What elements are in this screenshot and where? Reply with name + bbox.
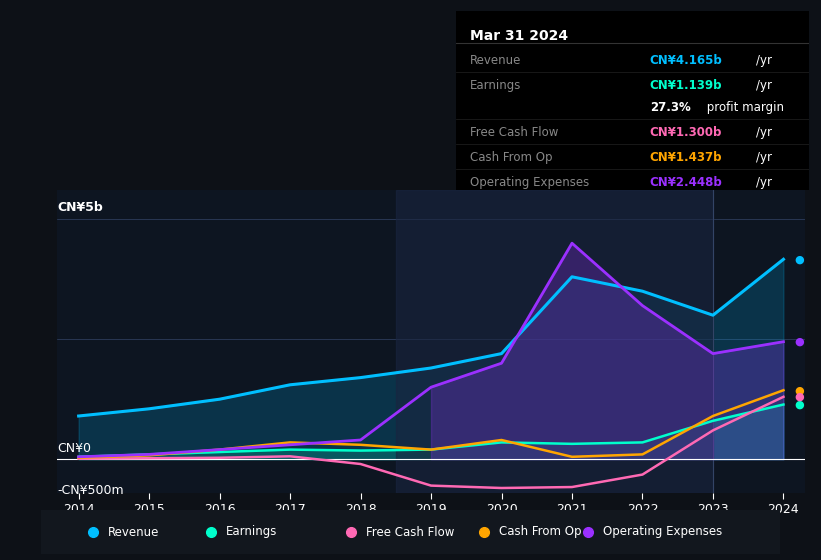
Text: CN¥4.165b: CN¥4.165b	[650, 54, 722, 67]
Text: Free Cash Flow: Free Cash Flow	[366, 525, 455, 539]
Text: Free Cash Flow: Free Cash Flow	[470, 126, 558, 139]
Text: /yr: /yr	[756, 54, 772, 67]
Text: CN¥5b: CN¥5b	[57, 202, 103, 214]
Text: Mar 31 2024: Mar 31 2024	[470, 29, 568, 43]
Text: ●: ●	[794, 254, 804, 264]
Text: Earnings: Earnings	[226, 525, 277, 539]
Text: profit margin: profit margin	[703, 101, 784, 114]
Bar	[396, 190, 713, 493]
Text: CN¥1.437b: CN¥1.437b	[650, 151, 722, 164]
Text: /yr: /yr	[756, 176, 772, 189]
Text: CN¥0: CN¥0	[57, 442, 91, 455]
Text: /yr: /yr	[756, 80, 772, 92]
Text: -CN¥500m: -CN¥500m	[57, 484, 124, 497]
Text: Revenue: Revenue	[470, 54, 521, 67]
Text: CN¥1.300b: CN¥1.300b	[650, 126, 722, 139]
Text: ●: ●	[794, 337, 804, 347]
Text: CN¥2.448b: CN¥2.448b	[650, 176, 722, 189]
Text: ●: ●	[794, 392, 804, 402]
Text: Operating Expenses: Operating Expenses	[470, 176, 589, 189]
Text: Operating Expenses: Operating Expenses	[603, 525, 722, 539]
Text: /yr: /yr	[756, 151, 772, 164]
Text: CN¥1.139b: CN¥1.139b	[650, 80, 722, 92]
Text: Cash From Op: Cash From Op	[499, 525, 581, 539]
Text: /yr: /yr	[756, 126, 772, 139]
Text: ●: ●	[794, 385, 804, 395]
Text: Cash From Op: Cash From Op	[470, 151, 553, 164]
Text: Revenue: Revenue	[108, 525, 159, 539]
Text: Earnings: Earnings	[470, 80, 521, 92]
Text: ●: ●	[794, 399, 804, 409]
Text: 27.3%: 27.3%	[650, 101, 690, 114]
